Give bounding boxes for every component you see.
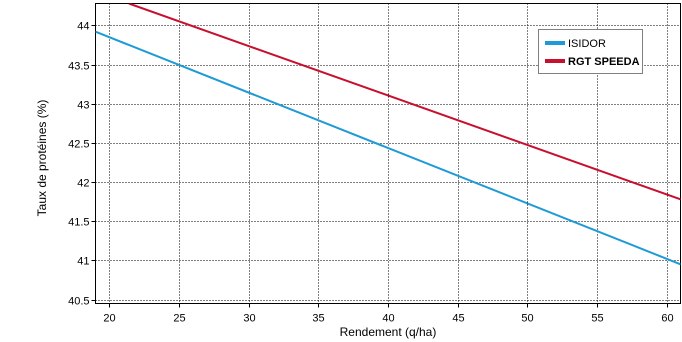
y-tick-label: 43.5 [68,61,89,73]
grid-lines [95,3,681,304]
y-tick-label: 41.5 [68,217,89,229]
x-tick-label: 35 [312,313,324,325]
legend-label-rgt-speeda: RGT SPEEDA [568,56,640,68]
legend: ISIDOR RGT SPEEDA [538,29,643,74]
legend-label-isidor: ISIDOR [568,38,606,50]
y-tick-label: 40.5 [68,296,89,308]
y-axis-title: Taux de protéines (%) [35,100,49,217]
legend-box [538,29,643,74]
x-tick-label: 45 [452,313,464,325]
x-axis-ticks: 20 25 30 35 40 45 50 55 60 [103,303,674,325]
x-tick-label: 40 [382,313,394,325]
series-line-isidor [95,30,681,266]
y-axis-ticks: 40.5 41 41.5 42 42.5 43 43.5 44 [68,21,96,308]
x-axis-title: Rendement (q/ha) [340,325,437,339]
y-tick-label: 42 [77,178,89,190]
x-tick-label: 50 [521,313,533,325]
x-tick-label: 25 [173,313,185,325]
x-tick-label: 55 [591,313,603,325]
series-lines [95,3,681,266]
x-tick-label: 20 [103,313,115,325]
y-tick-label: 43 [77,100,89,112]
y-tick-label: 44 [77,21,89,33]
y-tick-label: 41 [77,256,89,268]
y-tick-label: 42.5 [68,139,89,151]
x-tick-label: 30 [243,313,255,325]
series-line-rgt-speeda [128,3,681,201]
x-tick-label: 60 [661,313,673,325]
